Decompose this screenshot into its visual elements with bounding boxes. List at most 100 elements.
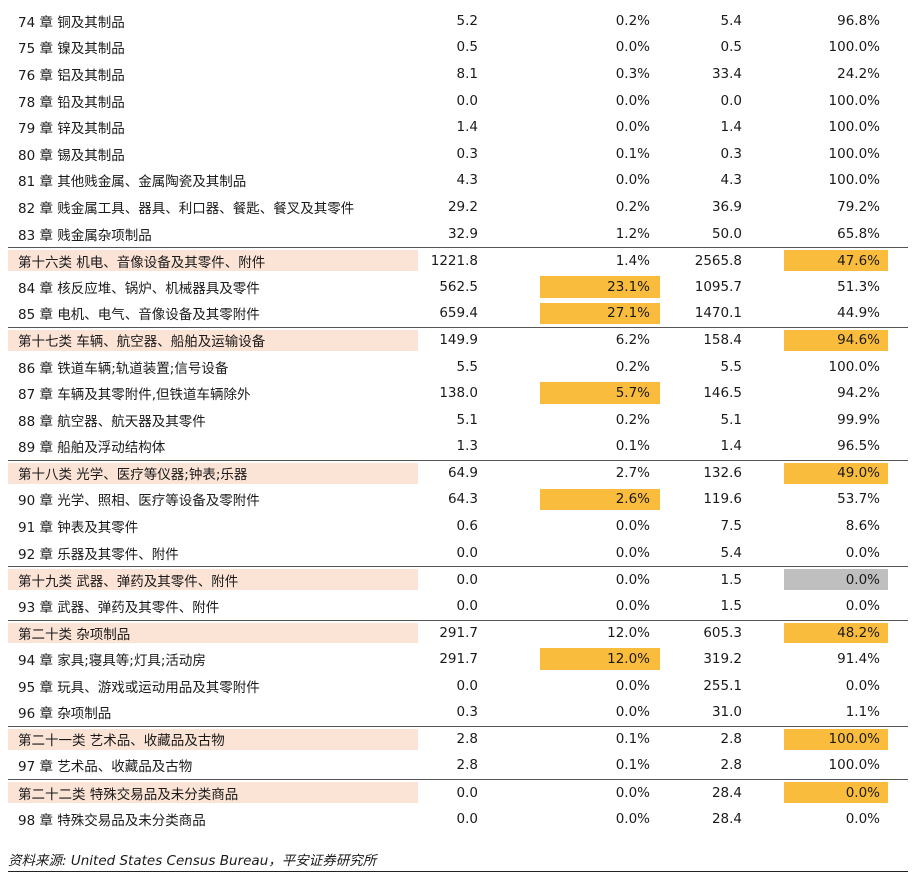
value-cell-1: 659.4 [439,305,478,322]
value-cell-2: 0.0 [720,92,742,109]
category-row: 第二十类 杂项制品 291.7 12.0% 605.3 48.2% [8,619,908,647]
value-cell-2: 319.2 [703,651,742,668]
row-label: 第十七类 车辆、航空器、船舶及运输设备 [8,330,418,351]
value-cell-1: 0.0 [456,571,478,588]
chapter-row: 78 章 铅及其制品 0.0 0.0% 0.0 100.0% [8,88,908,115]
value-cell-2: 4.3 [720,172,742,189]
category-row: 第二十二类 特殊交易品及未分类商品 0.0 0.0% 28.4 0.0% [8,779,908,806]
ratio-cell: 94.6% [784,330,888,351]
value-cell-1: 291.7 [439,651,478,668]
value-cell-2: 1.4 [720,438,742,455]
row-label: 84 章 核反应堆、锅炉、机械器具及零件 [18,280,260,297]
value-cell-1: 32.9 [447,225,478,242]
value-cell-2: 255.1 [703,677,742,694]
category-row: 第二十一类 艺术品、收藏品及古物 2.8 0.1% 2.8 100.0% [8,726,908,753]
ratio-cell: 99.9% [837,411,880,428]
share-cell: 0.2% [615,411,650,428]
share-cell: 0.0% [615,544,650,561]
value-cell-1: 2.8 [456,731,478,748]
value-cell-2: 1.4 [720,119,742,136]
value-cell-1: 0.0 [456,92,478,109]
chapter-row: 84 章 核反应堆、锅炉、机械器具及零件 562.5 23.1% 1095.7 51.3… [8,274,908,301]
share-cell: 0.0% [615,571,650,588]
share-cell: 0.1% [615,731,650,748]
value-cell-1: 1221.8 [430,252,478,269]
chapter-row: 98 章 特殊交易品及未分类商品 0.0 0.0% 28.4 0.0% [8,806,908,833]
value-cell-2: 36.9 [711,198,742,215]
row-label: 90 章 光学、照相、医疗等设备及零附件 [18,493,260,510]
share-cell: 5.7% [540,382,660,404]
row-label: 79 章 锌及其制品 [18,121,125,138]
row-label: 87 章 车辆及其零附件,但铁道车辆除外 [18,387,251,404]
share-cell: 0.0% [615,119,650,136]
value-cell-2: 605.3 [703,624,742,641]
value-cell-1: 0.0 [456,784,478,801]
chapter-row: 97 章 艺术品、收藏品及古物 2.8 0.1% 2.8 100.0% [8,753,908,780]
value-cell-1: 1.3 [456,438,478,455]
ratio-cell: 1.1% [845,704,880,721]
ratio-cell: 0.0% [845,810,880,827]
row-label: 75 章 镍及其制品 [18,41,125,58]
value-cell-2: 1095.7 [694,278,742,295]
value-cell-2: 28.4 [711,810,742,827]
footer-divider [8,871,908,872]
share-cell: 2.6% [540,488,660,511]
value-cell-1: 64.3 [447,491,478,508]
value-cell-1: 5.5 [456,358,478,375]
row-label: 第二十类 杂项制品 [8,622,418,644]
ratio-cell: 100.0% [828,145,880,162]
share-cell: 0.0% [615,810,650,827]
chapter-row: 74 章 铜及其制品 5.2 0.2% 5.4 96.8% [8,8,908,35]
ratio-cell: 0.0% [784,782,888,803]
share-cell: 0.1% [615,145,650,162]
value-cell-1: 5.1 [456,411,478,428]
chapter-row: 96 章 杂项制品 0.3 0.0% 31.0 1.1% [8,699,908,727]
value-cell-1: 149.9 [439,332,478,349]
ratio-cell: 49.0% [784,463,888,484]
chapter-row: 88 章 航空器、航天器及其零件 5.1 0.2% 5.1 99.9% [8,407,908,434]
ratio-cell: 100.0% [828,172,880,189]
ratio-cell: 48.2% [784,622,888,644]
ratio-cell: 100.0% [828,39,880,56]
chapter-row: 94 章 家具;寝具等;灯具;活动房 291.7 12.0% 319.2 91.4% [8,646,908,673]
chapter-row: 93 章 武器、弹药及其零件、附件 0.0 0.0% 1.5 0.0% [8,593,908,620]
share-cell: 0.2% [615,358,650,375]
row-label: 83 章 贱金属杂项制品 [18,227,152,244]
value-cell-1: 2.8 [456,757,478,774]
chapter-row: 81 章 其他贱金属、金属陶瓷及其制品 4.3 0.0% 4.3 100.0% [8,168,908,195]
ratio-cell: 0.0% [845,597,880,614]
share-cell: 0.1% [615,438,650,455]
row-label: 第二十二类 特殊交易品及未分类商品 [8,782,418,803]
value-cell-1: 138.0 [439,385,478,402]
chapter-row: 87 章 车辆及其零附件,但铁道车辆除外 138.0 5.7% 146.5 94.2% [8,380,908,407]
value-cell-2: 0.3 [720,145,742,162]
source-note: 资料来源: United States Census Bureau，平安证券研究… [8,853,377,869]
row-label: 95 章 玩具、游戏或运动用品及其零附件 [18,679,260,696]
value-cell-2: 1470.1 [694,305,742,322]
row-label: 82 章 贱金属工具、器具、利口器、餐匙、餐叉及其零件 [18,200,355,217]
ratio-cell: 44.9% [837,305,880,322]
row-label: 78 章 铅及其制品 [18,94,125,111]
share-cell: 12.0% [607,624,650,641]
ratio-cell: 100.0% [828,92,880,109]
share-cell: 0.0% [615,597,650,614]
value-cell-2: 119.6 [703,491,742,508]
row-label: 80 章 锡及其制品 [18,147,125,164]
ratio-cell: 100.0% [828,358,880,375]
value-cell-1: 0.5 [456,39,478,56]
value-cell-2: 31.0 [711,704,742,721]
row-label: 92 章 乐器及其零件、附件 [18,546,179,563]
ratio-cell: 51.3% [837,278,880,295]
ratio-cell: 96.8% [837,12,880,29]
share-cell: 23.1% [540,275,660,298]
share-cell: 0.0% [615,39,650,56]
chapter-row: 83 章 贱金属杂项制品 32.9 1.2% 50.0 65.8% [8,221,908,248]
chapter-row: 80 章 锡及其制品 0.3 0.1% 0.3 100.0% [8,141,908,168]
value-cell-1: 0.0 [456,810,478,827]
category-row: 第十六类 机电、音像设备及其零件、附件 1221.8 1.4% 2565.8 47.6% [8,247,908,274]
row-label: 第十八类 光学、医疗等仪器;钟表;乐器 [8,463,418,484]
share-cell: 0.2% [615,12,650,29]
row-label: 89 章 船舶及浮动结构体 [18,440,166,457]
share-cell: 27.1% [540,302,660,325]
value-cell-1: 0.0 [456,544,478,561]
